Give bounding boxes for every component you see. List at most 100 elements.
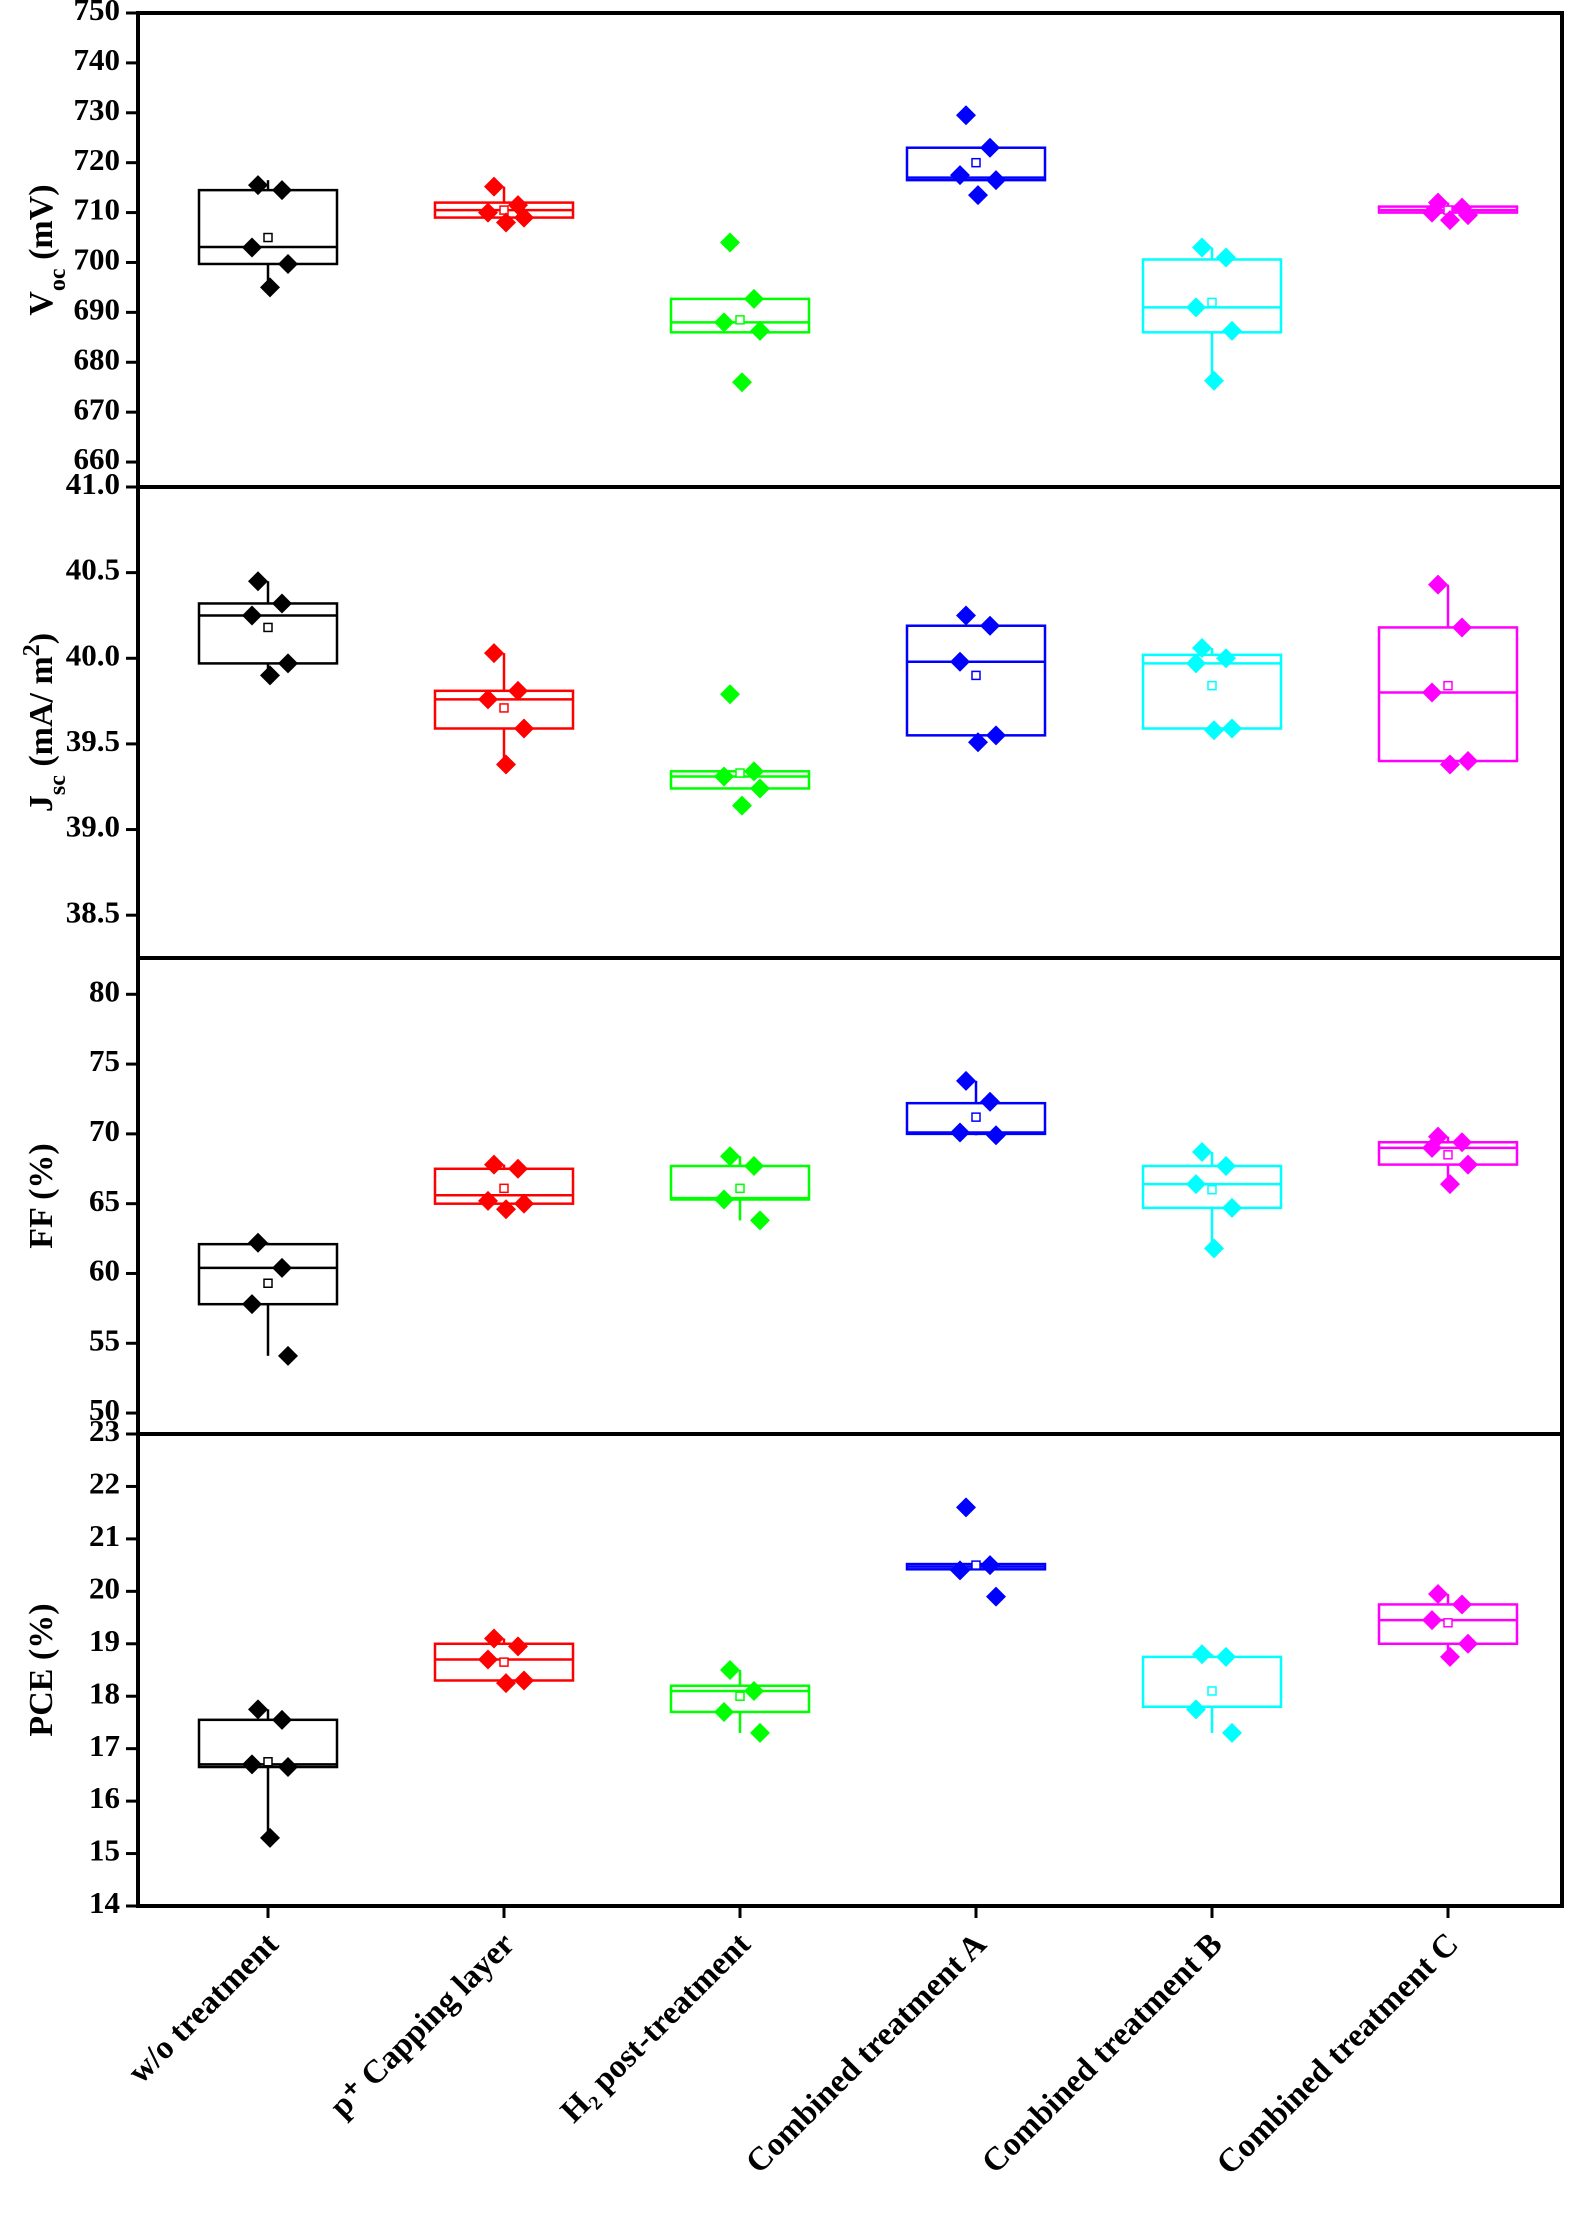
mean	[1443, 680, 1453, 691]
mean	[971, 157, 981, 168]
box-group	[197, 1232, 339, 1366]
y-tick-label: 16	[89, 1780, 120, 1815]
data-point	[720, 232, 740, 253]
data-point	[508, 680, 528, 701]
mean	[971, 1112, 981, 1122]
y-tick-label: 19	[89, 1623, 120, 1658]
data-point	[986, 1125, 1006, 1146]
x-tick-label: Combined treatment C	[1210, 1926, 1466, 2182]
y-tick-label: 690	[74, 291, 121, 326]
mean	[971, 1560, 981, 1570]
mean	[499, 205, 509, 215]
data-point	[968, 732, 988, 753]
data-point	[272, 593, 292, 614]
box	[905, 146, 1047, 182]
data-point	[986, 1586, 1006, 1607]
y-axis-label-part: J	[23, 795, 60, 812]
y-axis-label-part: FF (%)	[23, 1143, 60, 1248]
box-group	[669, 232, 811, 393]
y-tick-label: 740	[74, 42, 121, 77]
data-point	[980, 137, 1000, 158]
data-point	[950, 1560, 970, 1581]
data-point	[1440, 1646, 1460, 1667]
data-point	[260, 277, 280, 298]
data-point	[950, 165, 970, 186]
y-tick-label: 38.5	[66, 894, 120, 929]
data-point	[714, 312, 734, 333]
data-point	[1186, 1174, 1206, 1195]
box-group	[1377, 192, 1519, 231]
box-group	[433, 1154, 575, 1220]
y-axis-label: FF (%)	[23, 1143, 60, 1248]
data-point	[1204, 720, 1224, 741]
y-tick-label: 700	[74, 242, 121, 277]
box	[197, 188, 339, 266]
box	[1377, 1141, 1519, 1166]
data-point	[508, 1158, 528, 1179]
data-point	[720, 1660, 740, 1680]
y-tick-label: 65	[89, 1183, 120, 1218]
box-group	[433, 1628, 575, 1694]
data-point	[744, 1680, 764, 1701]
panel-frame	[136, 485, 1564, 960]
y-tick-label: 75	[89, 1043, 120, 1078]
mean	[263, 1757, 273, 1767]
data-point	[1458, 1154, 1478, 1175]
data-point	[508, 1636, 528, 1657]
data-point	[242, 1754, 262, 1775]
mean	[499, 1183, 509, 1194]
box-group	[197, 1699, 339, 1848]
data-point	[1428, 574, 1448, 595]
data-point	[272, 180, 292, 201]
box-group	[669, 684, 811, 816]
panel-frame	[136, 1432, 1564, 1908]
box	[1141, 1164, 1283, 1210]
data-point	[242, 605, 262, 626]
box-group	[905, 1497, 1047, 1607]
box-group	[905, 605, 1047, 753]
box	[1141, 1655, 1283, 1708]
y-tick-label: 55	[89, 1322, 120, 1357]
data-point	[1458, 1633, 1478, 1654]
y-tick-label: 60	[89, 1253, 120, 1288]
data-point	[732, 372, 752, 393]
data-point	[272, 1257, 292, 1278]
box	[433, 689, 575, 730]
data-point	[484, 1154, 504, 1175]
data-point	[278, 253, 298, 274]
box-group	[669, 1146, 811, 1231]
box-group	[1377, 1126, 1519, 1195]
y-tick-label: 14	[89, 1885, 120, 1920]
y-tick-label: 670	[74, 391, 121, 426]
box-group	[669, 1660, 811, 1743]
data-point	[950, 1122, 970, 1143]
box	[905, 1101, 1047, 1136]
mean	[1443, 1150, 1453, 1160]
y-tick-label: 40.5	[66, 552, 120, 587]
data-point	[260, 1827, 280, 1848]
data-point	[980, 1091, 1000, 1112]
y-axis-label-part: oc	[45, 268, 71, 291]
x-tick-label: w/o treatment	[121, 1926, 285, 2090]
data-point	[1192, 237, 1212, 258]
mean	[1207, 297, 1217, 308]
mean	[263, 232, 273, 243]
data-point	[1440, 210, 1460, 231]
mean	[1207, 1686, 1217, 1696]
y-axis-label: Voc (mV)	[23, 184, 71, 315]
box	[905, 624, 1047, 737]
data-point	[956, 605, 976, 626]
y-axis-label-part: PCE (%)	[23, 1603, 60, 1736]
data-point	[714, 766, 734, 787]
data-point	[1422, 1610, 1442, 1631]
data-point	[242, 1294, 262, 1315]
data-point	[1192, 637, 1212, 658]
data-point	[278, 653, 298, 674]
box	[197, 1718, 339, 1769]
data-point	[750, 1722, 770, 1743]
y-tick-label: 21	[89, 1518, 120, 1553]
data-point	[478, 689, 498, 710]
y-tick-label: 22	[89, 1466, 120, 1501]
data-point	[1216, 247, 1236, 268]
y-tick-label: 17	[89, 1728, 120, 1763]
